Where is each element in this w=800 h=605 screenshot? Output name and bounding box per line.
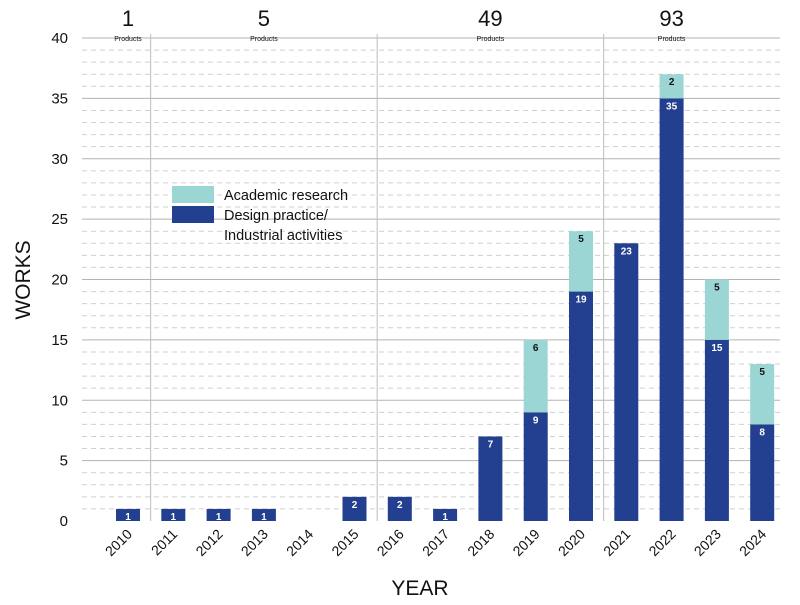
bar-value-label: 15 [711,343,723,354]
x-tick-label: 2024 [736,526,769,559]
period-product-count: 5 [258,6,270,31]
y-axis-ticks: 0 5 10 15 20 25 30 35 40 [51,30,68,530]
x-tick-label: 2017 [419,526,452,559]
bar-academic-research [704,279,729,340]
bars [116,74,775,521]
bar-design-practice [614,243,639,521]
bar-value-label: 6 [533,343,539,354]
bar-design-practice [433,508,458,521]
x-tick-label: 2019 [509,526,542,559]
x-tick-label: 2016 [374,526,407,559]
y-tick-label: 15 [51,332,68,349]
y-tick-label: 25 [51,211,68,228]
x-tick-label: 2018 [464,526,497,559]
bar-design-practice [116,508,140,521]
bar-value-label: 2 [397,500,403,511]
bar-design-practice [523,412,548,521]
period-product-unit: Products [114,36,142,43]
bar-design-practice [704,339,729,521]
y-tick-label: 40 [51,30,68,47]
x-tick-label: 2011 [148,526,181,559]
legend: Academic research Design practice/Industr… [172,186,348,244]
x-tick-label: 2023 [691,526,724,559]
y-tick-label: 20 [51,272,68,289]
bar-design-practice [750,424,775,521]
bar-value-label: 35 [666,101,678,112]
bar-value-label: 2 [669,77,675,88]
x-tick-label: 2014 [283,526,316,559]
bar-design-practice [206,508,231,521]
bar-value-label: 1 [216,512,222,523]
bar-design-practice [342,496,367,521]
bar-value-label: 5 [714,283,720,294]
bar-value-label: 1 [261,512,267,523]
x-tick-label: 2015 [328,526,361,559]
period-product-unit: Products [250,36,278,43]
period-product-unit: Products [658,36,686,43]
legend-swatch-design-practice [172,206,214,223]
bar-value-label: 19 [575,295,587,306]
bar-value-label: 8 [759,427,765,438]
y-tick-label: 35 [51,90,68,107]
y-tick-label: 0 [60,513,68,530]
x-tick-label: 2021 [600,526,633,559]
bar-academic-research [659,74,684,99]
bar-design-practice [569,291,593,521]
x-tick-label: 2020 [555,526,588,559]
x-tick-label: 2013 [238,526,271,559]
legend-label: Academic research [224,188,348,204]
x-tick-label: 2010 [102,526,135,559]
legend-label: Industrial activities [224,228,342,244]
bar-value-label: 1 [171,512,177,523]
bar-academic-research [523,339,548,413]
bar-value-label: 1 [442,512,448,523]
grid-lines [82,34,780,521]
bar-value-label: 2 [352,500,358,511]
legend-swatch-academic-research [172,186,214,203]
bar-labels: 1 1 1 1 2 2 1 7 9 6 19 5 23 35 2 15 5 8 5 [125,77,765,523]
y-axis-title: WORKS [12,240,35,319]
bar-value-label: 9 [533,415,539,426]
legend-label: Design practice/ [224,208,329,224]
x-tick-label: 2022 [645,526,678,559]
x-axis-title: YEAR [391,577,448,600]
period-groups: 1 Products 5 Products 49 Products 93 Products [114,6,686,43]
bar-academic-research [750,364,775,425]
period-product-unit: Products [477,36,505,43]
bar-value-label: 5 [759,367,765,378]
bar-design-practice [161,508,186,521]
bar-design-practice [251,508,276,521]
bar-value-label: 1 [125,512,131,523]
y-tick-label: 10 [51,392,68,409]
bar-value-label: 5 [578,234,584,245]
x-axis-ticks: 2010 2011 2012 2013 2014 2015 2016 2017 2018 2019… [102,526,770,559]
bar-academic-research [569,231,593,292]
x-tick-label: 2012 [192,526,225,559]
y-tick-label: 30 [51,151,68,168]
bar-design-practice [659,98,684,521]
bar-value-label: 23 [621,246,633,257]
bar-design-practice [478,436,503,521]
y-tick-label: 5 [60,453,68,470]
period-product-count: 49 [478,6,502,31]
bar-design-practice [387,496,412,521]
period-product-count: 1 [122,6,134,31]
bar-value-label: 7 [488,439,494,450]
period-product-count: 93 [659,6,683,31]
